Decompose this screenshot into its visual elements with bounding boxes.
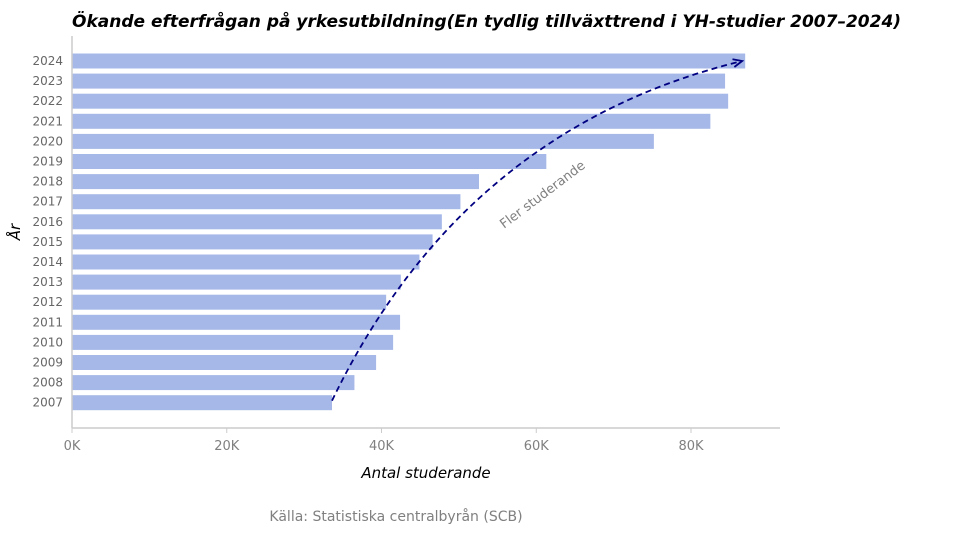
chart-title: Ökande efterfrågan på yrkesutbildning(En…	[72, 10, 901, 32]
bars-group	[72, 53, 746, 411]
y-tick-label: 2014	[32, 255, 63, 269]
bar-2018	[72, 174, 480, 190]
bar-2024	[72, 53, 746, 69]
x-tick-label: 0K	[64, 439, 81, 454]
y-tick-labels: 2024 2023 2022 2021 2020 2019 2018 2017 2016 2015…	[32, 54, 63, 410]
x-tick-label: 20K	[214, 439, 240, 454]
y-tick-label: 2008	[32, 376, 63, 390]
y-tick-label: 2020	[32, 134, 63, 148]
bar-2013	[72, 274, 401, 290]
y-tick-label: 2015	[32, 235, 63, 249]
bar-2011	[72, 314, 401, 330]
y-tick-label: 2011	[32, 315, 63, 329]
y-tick-label: 2010	[32, 335, 63, 349]
bar-2017	[72, 194, 461, 210]
y-tick-label: 2024	[32, 54, 63, 68]
y-tick-label: 2018	[32, 175, 63, 189]
bar-2020	[72, 133, 654, 149]
bar-2022	[72, 93, 729, 109]
y-tick-label: 2023	[32, 74, 63, 88]
y-tick-label: 2013	[32, 275, 63, 289]
source-note: Källa: Statistiska centralbyrån (SCB)	[269, 508, 522, 525]
bar-2008	[72, 375, 355, 391]
bar-2023	[72, 73, 726, 89]
y-tick-label: 2012	[32, 295, 63, 309]
x-tick-labels: 0K 20K 40K 60K 80K	[64, 428, 704, 454]
x-tick-label: 60K	[524, 439, 550, 454]
x-tick-label: 40K	[369, 439, 395, 454]
y-tick-label: 2022	[32, 94, 63, 108]
bar-2012	[72, 294, 387, 310]
trend-annotation-label: Fler studerande	[497, 158, 588, 232]
bar-2009	[72, 355, 377, 370]
bar-2016	[72, 214, 442, 230]
y-tick-label: 2019	[32, 155, 63, 169]
bar-2021	[72, 113, 711, 129]
trend-annotation: Fler studerande	[331, 58, 745, 402]
y-tick-label: 2016	[32, 215, 63, 229]
y-tick-label: 2017	[32, 195, 63, 209]
y-tick-label: 2021	[32, 114, 63, 128]
trend-arrow-head	[732, 58, 745, 68]
bar-2015	[72, 234, 433, 250]
trend-arrow-line	[331, 60, 743, 402]
bar-2007	[72, 395, 332, 411]
bar-2019	[72, 154, 547, 169]
y-tick-label: 2007	[32, 396, 63, 410]
bar-2010	[72, 334, 394, 350]
y-axis-label: År	[5, 223, 24, 241]
bar-2014	[72, 254, 420, 270]
x-axis-label: Antal studerande	[360, 464, 490, 482]
y-tick-label: 2009	[32, 356, 63, 370]
x-tick-label: 80K	[678, 439, 704, 454]
